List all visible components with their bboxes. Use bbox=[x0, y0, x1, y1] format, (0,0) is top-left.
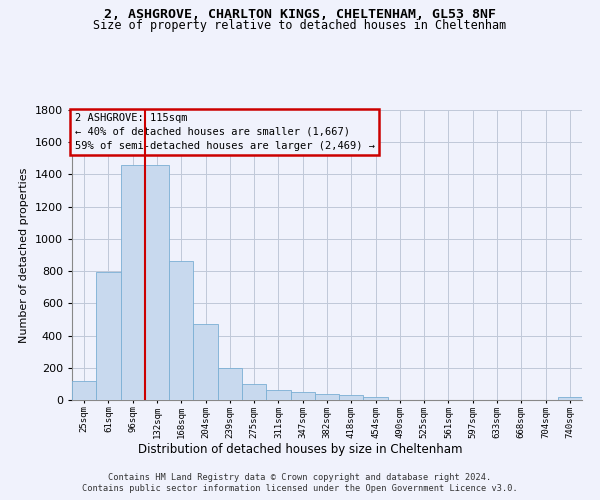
Bar bbox=[218, 368, 242, 400]
Bar bbox=[339, 395, 364, 400]
Y-axis label: Number of detached properties: Number of detached properties bbox=[19, 168, 29, 342]
Text: Contains HM Land Registry data © Crown copyright and database right 2024.: Contains HM Land Registry data © Crown c… bbox=[109, 472, 491, 482]
Bar bbox=[121, 165, 145, 400]
Bar bbox=[72, 380, 96, 400]
Text: 2 ASHGROVE: 115sqm
← 40% of detached houses are smaller (1,667)
59% of semi-deta: 2 ASHGROVE: 115sqm ← 40% of detached hou… bbox=[74, 113, 374, 151]
Bar bbox=[169, 262, 193, 400]
Bar bbox=[145, 165, 169, 400]
Bar bbox=[193, 324, 218, 400]
Text: Distribution of detached houses by size in Cheltenham: Distribution of detached houses by size … bbox=[138, 442, 462, 456]
Bar bbox=[315, 394, 339, 400]
Bar bbox=[242, 384, 266, 400]
Bar bbox=[558, 397, 582, 400]
Bar bbox=[290, 392, 315, 400]
Text: 2, ASHGROVE, CHARLTON KINGS, CHELTENHAM, GL53 8NF: 2, ASHGROVE, CHARLTON KINGS, CHELTENHAM,… bbox=[104, 8, 496, 20]
Text: Contains public sector information licensed under the Open Government Licence v3: Contains public sector information licen… bbox=[82, 484, 518, 493]
Bar bbox=[364, 397, 388, 400]
Bar bbox=[266, 390, 290, 400]
Bar bbox=[96, 272, 121, 400]
Text: Size of property relative to detached houses in Cheltenham: Size of property relative to detached ho… bbox=[94, 18, 506, 32]
